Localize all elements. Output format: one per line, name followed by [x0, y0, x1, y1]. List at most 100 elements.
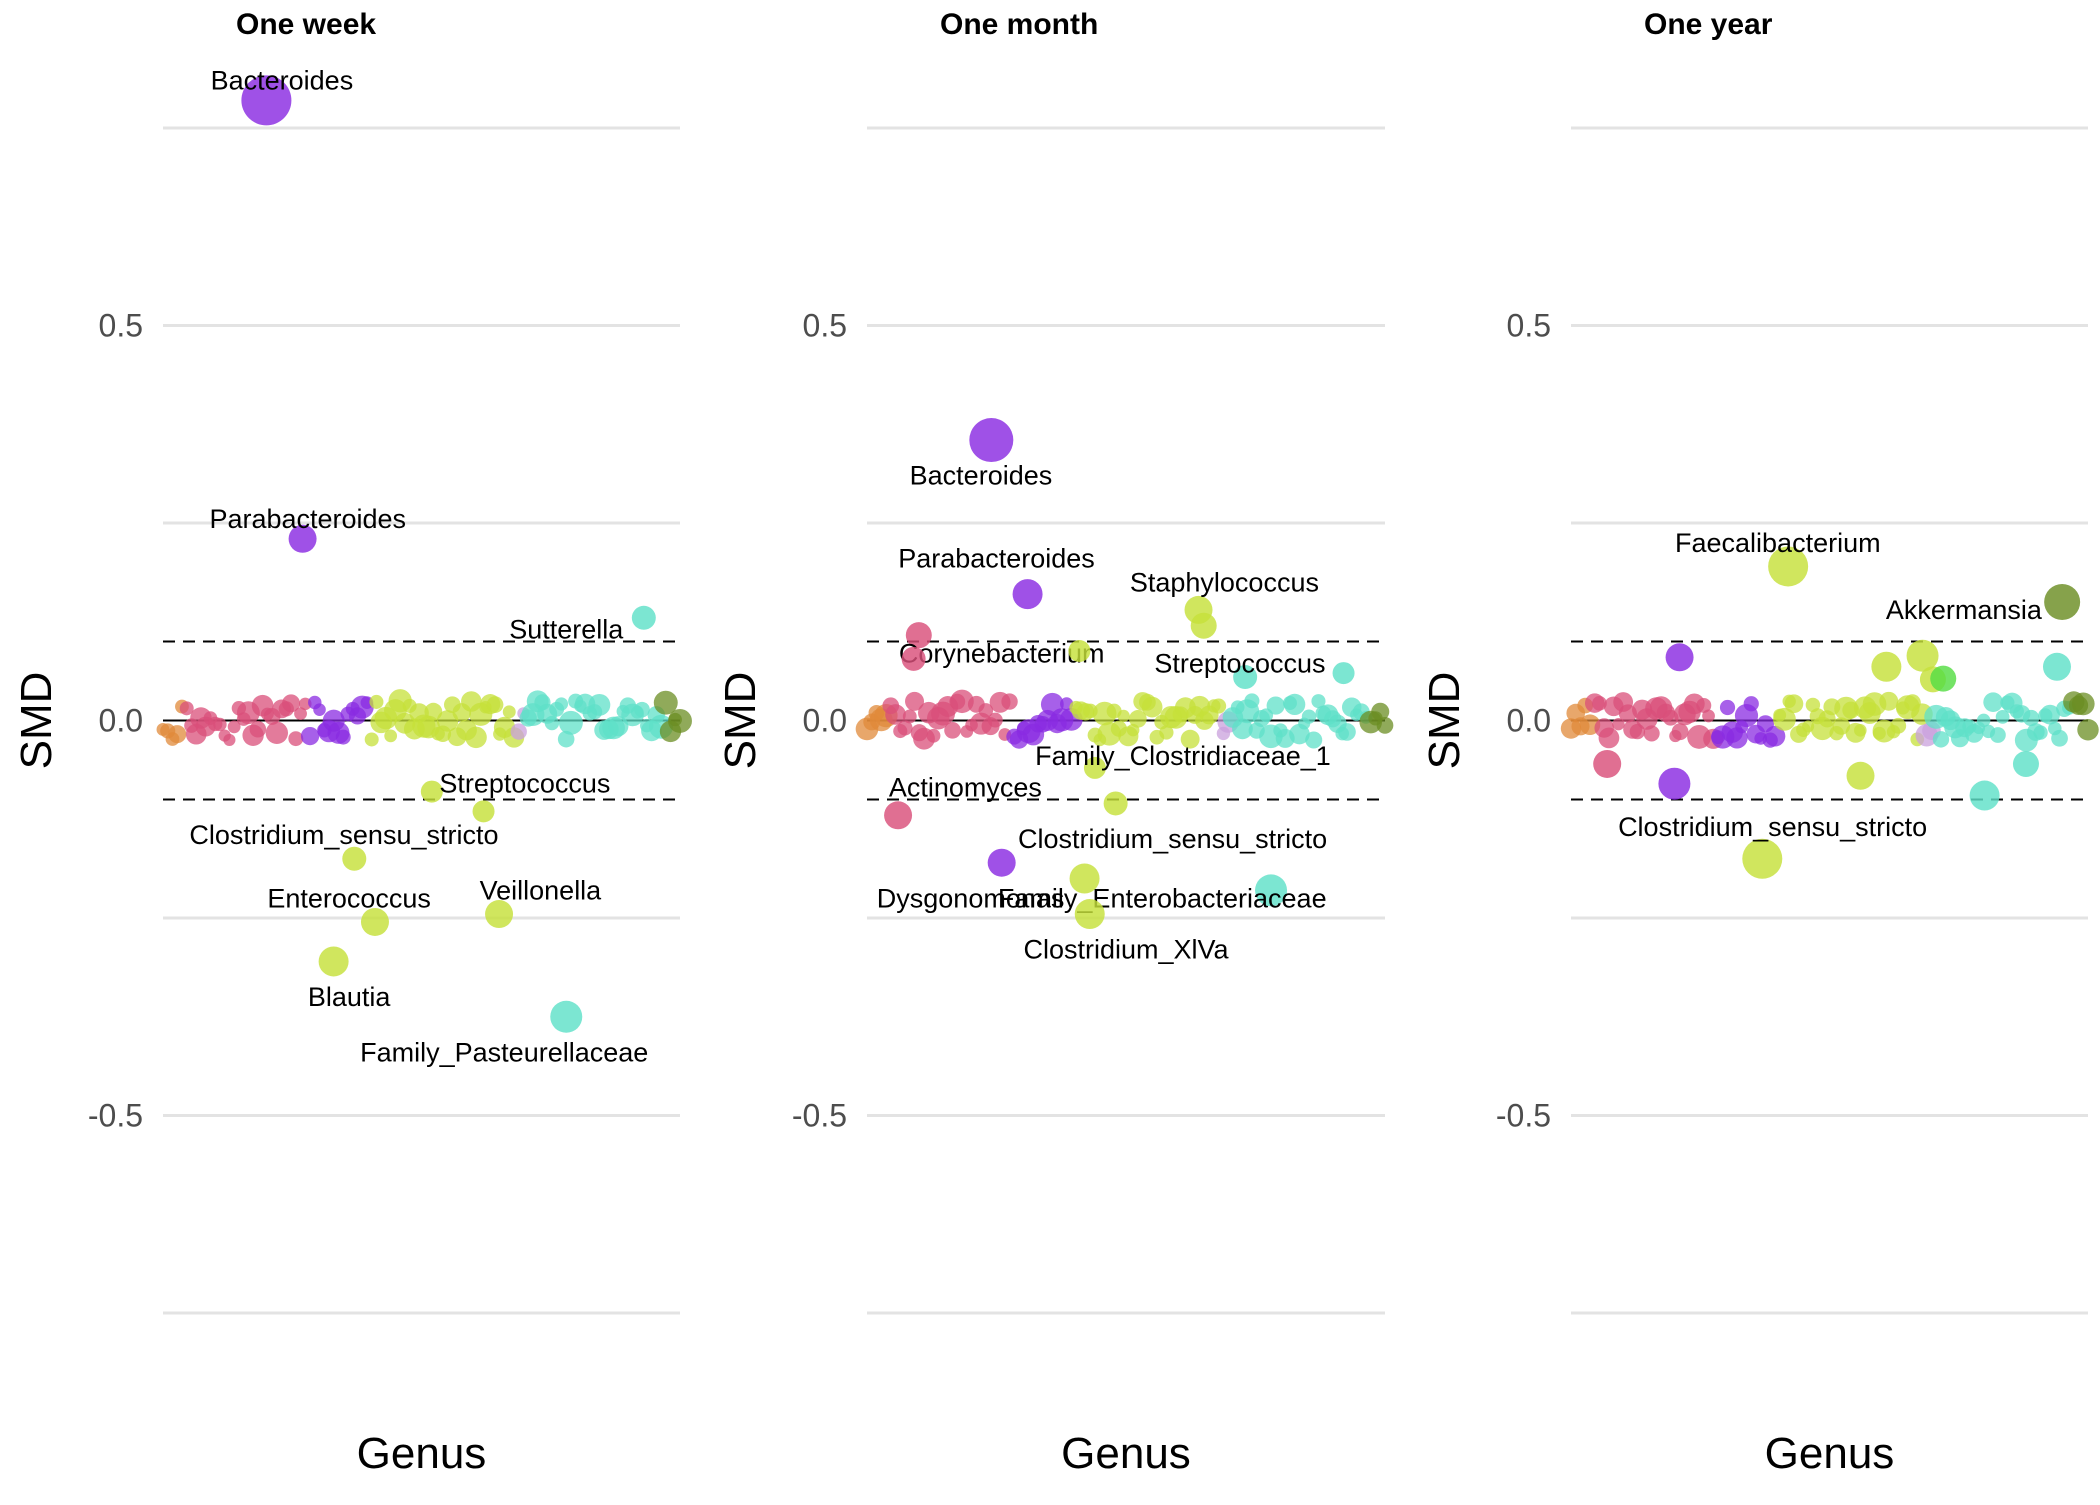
cluster-point	[168, 725, 187, 744]
x-axis-title: Genus	[1765, 1429, 1895, 1478]
point-label: Faecalibacterium	[1675, 528, 1881, 558]
cluster-point	[944, 722, 961, 739]
point-label: Enterococcus	[267, 883, 431, 913]
point-label: Streptococcus	[1154, 649, 1325, 679]
point-label: Streptococcus	[439, 769, 610, 799]
y-tick-label: 0.0	[803, 703, 847, 739]
cluster-point	[950, 689, 974, 714]
cluster-point	[1338, 723, 1356, 741]
data-point	[1658, 767, 1691, 800]
data-point	[987, 848, 1016, 877]
cluster-point	[364, 732, 379, 747]
cluster-point	[369, 694, 384, 709]
cluster-point	[1989, 727, 2006, 743]
point-label: Family_Pasteurellaceae	[360, 1037, 648, 1067]
data-point	[1190, 612, 1217, 639]
y-tick-label: 0.0	[99, 703, 143, 739]
point-label: Akkermansia	[1886, 595, 2043, 625]
cluster-point	[1266, 696, 1285, 715]
cluster-point	[313, 703, 326, 716]
data-point	[342, 846, 367, 871]
cluster-point	[1592, 695, 1607, 711]
cluster-point	[1117, 709, 1130, 723]
point-label: Clostridium_sensu_stricto	[1618, 812, 1927, 842]
y-tick-label: 0.5	[803, 308, 847, 344]
cluster-point	[384, 729, 398, 743]
y-tick-label: -0.5	[792, 1098, 847, 1134]
cluster-point	[978, 703, 994, 718]
data-point	[1332, 662, 1355, 685]
data-point	[901, 646, 926, 671]
y-axis-title: SMD	[1420, 672, 1469, 770]
cluster-point	[1180, 729, 1200, 749]
y-tick-label: 0.5	[99, 308, 143, 344]
cluster-point	[2040, 704, 2060, 725]
data-point	[241, 75, 292, 126]
data-point	[420, 780, 443, 803]
data-point	[1083, 756, 1106, 779]
cluster-point	[179, 701, 194, 716]
data-point	[969, 418, 1014, 463]
cluster-point	[1371, 702, 1390, 721]
data-point	[2044, 584, 2081, 620]
cluster-point	[282, 694, 301, 713]
cluster-point	[1284, 693, 1306, 716]
cluster-point	[213, 717, 227, 732]
cluster-point	[2071, 692, 2095, 716]
data-point	[318, 946, 349, 977]
x-axis-title: Genus	[357, 1429, 487, 1478]
cluster-point	[1784, 694, 1804, 714]
cluster-point	[510, 723, 527, 740]
data-point	[1593, 749, 1622, 778]
y-axis-title: SMD	[716, 672, 765, 770]
cluster-point	[1305, 731, 1323, 749]
y-axis-title: SMD	[12, 672, 61, 770]
y-tick-label: 0.5	[1507, 308, 1551, 344]
y-tick-label: -0.5	[1496, 1098, 1551, 1134]
cluster-point	[1311, 694, 1326, 709]
cluster-point	[1612, 717, 1625, 731]
data-point	[884, 801, 913, 830]
cluster-point	[335, 729, 351, 745]
cluster-point	[1832, 717, 1851, 735]
data-point	[1068, 639, 1091, 662]
cluster-point	[1001, 693, 1018, 710]
cluster-point	[1696, 697, 1712, 713]
cluster-point	[905, 691, 925, 711]
data-point	[1069, 863, 1100, 894]
y-tick-label: 0.0	[1507, 703, 1551, 739]
cluster-point	[1719, 699, 1736, 716]
cluster-point	[1890, 717, 1907, 734]
data-point	[1074, 899, 1105, 930]
cluster-point	[544, 715, 560, 731]
cluster-point	[588, 693, 611, 716]
cluster-point	[1702, 709, 1715, 723]
cluster-point	[2077, 719, 2099, 741]
cluster-point	[1764, 725, 1786, 747]
panel-title: One year	[1644, 8, 1773, 41]
cluster-point	[897, 720, 913, 736]
data-point	[550, 1000, 583, 1033]
data-point	[1846, 761, 1875, 790]
point-label: Parabacteroides	[209, 504, 406, 534]
cluster-point	[926, 728, 941, 743]
data-point	[2012, 750, 2039, 777]
data-point	[360, 907, 389, 936]
cluster-point	[1643, 725, 1660, 742]
cluster-point	[885, 704, 906, 725]
cluster-point	[653, 690, 678, 715]
data-point	[1930, 665, 1957, 692]
data-point	[472, 800, 495, 823]
point-label: Clostridium_sensu_stricto	[1018, 824, 1327, 854]
cluster-point	[1976, 713, 1991, 728]
point-label: Blautia	[308, 982, 392, 1012]
cluster-point	[1743, 696, 1759, 712]
cluster-point	[1773, 707, 1796, 731]
x-axis-title: Genus	[1061, 1429, 1191, 1478]
data-point	[2042, 652, 2071, 681]
panel-title: One month	[940, 8, 1098, 41]
cluster-point	[227, 720, 241, 734]
data-point	[1233, 665, 1258, 690]
